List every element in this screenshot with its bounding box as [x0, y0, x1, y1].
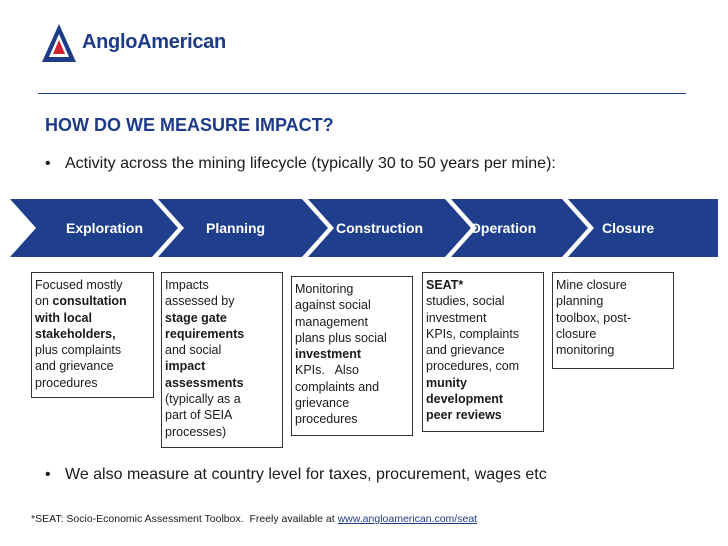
box-line: stage gate	[165, 310, 227, 325]
box-line: munity	[426, 375, 467, 390]
box-line: planning	[556, 294, 604, 309]
chevron-construction	[308, 199, 471, 257]
box-line: grievance	[295, 396, 350, 411]
operation-box: SEAT* studies, social investment KPIs, c…	[422, 272, 544, 432]
stage-operation: Operation	[470, 220, 537, 236]
logo-text: AngloAmerican	[82, 31, 226, 53]
box-line: plus complaints	[35, 343, 122, 358]
footnote: *SEAT: Socio-Economic Assessment Toolbox…	[31, 513, 477, 525]
box-line: requirements	[165, 326, 245, 341]
box-line: and grievance	[426, 343, 505, 358]
box-line: procedures, com	[426, 359, 520, 374]
bullet-text: Activity across the mining lifecycle (ty…	[65, 155, 556, 172]
logo-mark-icon	[42, 24, 76, 62]
box-line: Focused mostly	[35, 278, 123, 292]
box-line: procedures	[35, 375, 98, 390]
box-line: complaints and	[295, 379, 380, 394]
box-line: processes)	[165, 424, 227, 439]
chevron-exploration	[10, 199, 178, 257]
box-line: assessments	[165, 375, 244, 390]
bullet-lifecycle: • Activity across the mining lifecycle (t…	[45, 155, 556, 173]
stage-planning: Planning	[206, 220, 266, 236]
chevron-planning	[158, 199, 328, 257]
box-line: development	[426, 392, 504, 407]
box-line: Mine closure	[556, 278, 627, 292]
box-line: closure	[556, 326, 597, 341]
box-line: procedures	[295, 412, 358, 427]
exploration-box: Focused mostly on consultation with loca…	[31, 272, 154, 398]
box-line: monitoring	[556, 343, 615, 358]
box-line: investment	[295, 347, 361, 362]
box-line: against social	[295, 298, 371, 313]
box-line: toolbox, post-	[556, 310, 632, 325]
box-line: plans plus social	[295, 330, 387, 345]
box-line: part of SEIA	[165, 408, 233, 423]
box-line: studies, social	[426, 294, 505, 309]
box-line: peer reviews	[426, 408, 502, 423]
footnote-text: *SEAT: Socio-Economic Assessment Toolbox…	[31, 513, 338, 525]
bullet-country-level: • We also measure at country level for ta…	[45, 466, 547, 484]
lifecycle-chevrons	[10, 199, 718, 257]
bullet-text: We also measure at country level for tax…	[65, 466, 547, 483]
seat-link[interactable]: www.angloamerican.com/seat	[337, 513, 478, 525]
box-line: Monitoring	[295, 282, 354, 296]
box-line: management	[295, 314, 368, 329]
box-line: SEAT*	[426, 278, 464, 292]
construction-box: Monitoring against social management pla…	[291, 276, 413, 436]
stage-exploration: Exploration	[66, 220, 144, 236]
box-line: and grievance	[35, 359, 114, 374]
closure-box: Mine closure planning toolbox, post- clo…	[552, 272, 674, 369]
box-line: with local	[35, 310, 92, 325]
box-line: investment	[426, 310, 487, 325]
box-line: stakeholders,	[35, 326, 116, 341]
planning-box: Impacts assessed by stage gate requireme…	[161, 272, 283, 448]
stage-closure: Closure	[602, 220, 655, 236]
anglo-american-logo: AngloAmerican	[40, 22, 240, 66]
bullet-dot: •	[45, 466, 51, 483]
box-line: KPIs. Also	[295, 363, 359, 378]
stage-construction: Construction	[336, 220, 424, 236]
page-title: HOW DO WE MEASURE IMPACT?	[45, 115, 334, 135]
box-line: impact	[165, 359, 206, 374]
box-line: (typically as a	[165, 392, 241, 407]
bullet-dot: •	[45, 155, 51, 172]
box-line: assessed by	[165, 294, 235, 309]
box-line: and social	[165, 343, 222, 358]
header-rule	[38, 93, 686, 94]
chevron-operation	[451, 199, 588, 257]
box-line: on consultation	[35, 294, 127, 309]
box-line: KPIs, complaints	[426, 326, 520, 341]
box-line: Impacts	[165, 278, 209, 292]
chevron-closure	[568, 199, 718, 257]
